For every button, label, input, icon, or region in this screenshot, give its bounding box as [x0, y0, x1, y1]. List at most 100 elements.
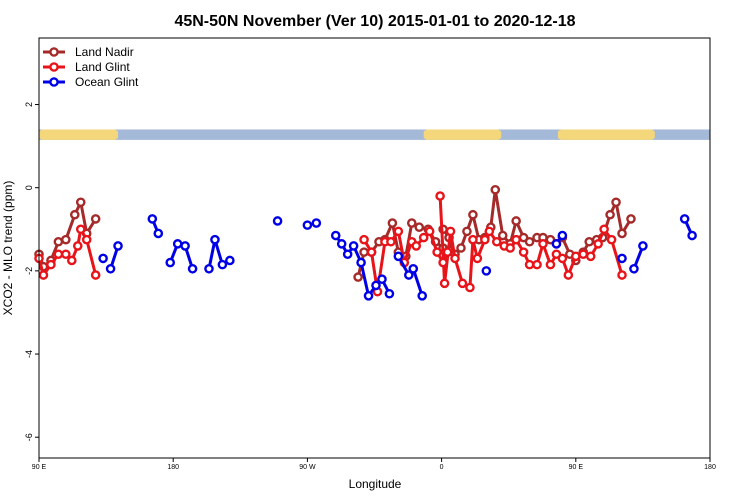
data-point — [272, 216, 283, 226]
data-point — [593, 239, 603, 249]
data-point — [687, 230, 697, 241]
data-point — [377, 274, 387, 284]
data-point — [153, 228, 164, 239]
data-point — [210, 234, 220, 245]
data-point — [456, 243, 466, 253]
data-point — [679, 214, 690, 224]
data-point — [356, 257, 366, 268]
data-point — [511, 216, 521, 226]
data-point — [606, 234, 617, 245]
data-point — [617, 228, 627, 239]
data-point — [311, 218, 322, 228]
data-point — [81, 234, 92, 245]
data-point — [359, 234, 369, 245]
legend-label: Land Glint — [75, 60, 130, 74]
legend-marker — [49, 77, 59, 87]
data-point — [468, 234, 478, 245]
x-tick-label: 180 — [167, 464, 179, 471]
data-point — [348, 241, 359, 251]
data-point — [484, 226, 495, 237]
data-point — [53, 249, 64, 260]
data-point — [497, 230, 508, 241]
data-point — [557, 253, 568, 264]
data-point — [551, 239, 562, 249]
data-point — [518, 247, 529, 257]
data-point — [571, 251, 581, 262]
data-point — [172, 239, 183, 249]
data-point — [366, 247, 377, 257]
data-point — [465, 282, 475, 293]
data-point — [90, 270, 101, 280]
y-tick-label: -4 — [24, 350, 34, 358]
data-point — [638, 241, 648, 251]
data-point — [611, 197, 621, 208]
data-point — [629, 263, 639, 274]
data-point — [204, 263, 214, 274]
data-point — [113, 241, 123, 251]
data-point — [524, 259, 535, 270]
data-point — [584, 236, 595, 247]
data-point — [403, 270, 414, 280]
data-point — [408, 263, 419, 274]
data-point — [490, 184, 501, 195]
x-tick-label: 90 E — [32, 464, 47, 471]
data-point — [187, 263, 198, 274]
y-axis-label: XCO2 - MLO trend (ppm) — [1, 181, 15, 316]
data-point — [363, 291, 374, 301]
data-point — [53, 236, 64, 247]
ocean-band — [39, 129, 710, 140]
data-point — [468, 209, 478, 220]
data-point — [505, 243, 515, 253]
data-point — [353, 272, 363, 282]
data-point — [481, 266, 492, 276]
legend-label: Land Nadir — [75, 45, 134, 59]
legend-marker — [49, 62, 59, 72]
series-land-glint — [34, 191, 627, 297]
y-tick-label: -2 — [24, 267, 34, 275]
data-point — [450, 253, 460, 264]
y-tick-label: -6 — [24, 433, 34, 441]
data-point — [386, 236, 396, 247]
data-point — [61, 249, 71, 260]
data-point — [480, 234, 490, 245]
data-point — [418, 232, 429, 243]
x-tick-label: 90 E — [569, 464, 584, 471]
data-point — [457, 278, 468, 289]
data-point — [578, 249, 589, 260]
series-layer — [34, 184, 697, 301]
y-tick-label: 2 — [24, 102, 34, 107]
data-point — [75, 197, 86, 208]
data-point — [302, 220, 313, 230]
data-point — [524, 236, 535, 247]
data-point — [384, 288, 395, 299]
x-tick-label: 90 W — [299, 464, 316, 471]
data-point — [439, 278, 450, 289]
data-point — [626, 214, 636, 224]
data-point — [538, 239, 548, 249]
legend-marker — [49, 47, 59, 57]
data-point — [532, 259, 542, 270]
data-point — [424, 226, 435, 237]
data-point — [435, 191, 445, 201]
data-point — [472, 253, 483, 264]
data-point — [406, 218, 417, 228]
data-point — [445, 226, 456, 237]
data-point — [38, 270, 49, 280]
land-ocean-band — [39, 129, 710, 140]
data-point — [417, 291, 428, 301]
data-point — [557, 230, 568, 241]
data-point — [69, 209, 80, 220]
data-point — [72, 241, 83, 251]
data-point — [387, 218, 398, 228]
data-point — [46, 259, 56, 270]
data-point — [605, 209, 615, 220]
legend-label: Ocean Glint — [75, 75, 139, 89]
data-point — [617, 270, 627, 280]
data-point — [491, 236, 502, 247]
x-tick-label: 180 — [704, 464, 716, 471]
data-point — [563, 270, 574, 280]
x-tick-label: 0 — [440, 464, 444, 471]
x-axis-label: Longitude — [349, 477, 402, 491]
data-point — [462, 226, 472, 237]
